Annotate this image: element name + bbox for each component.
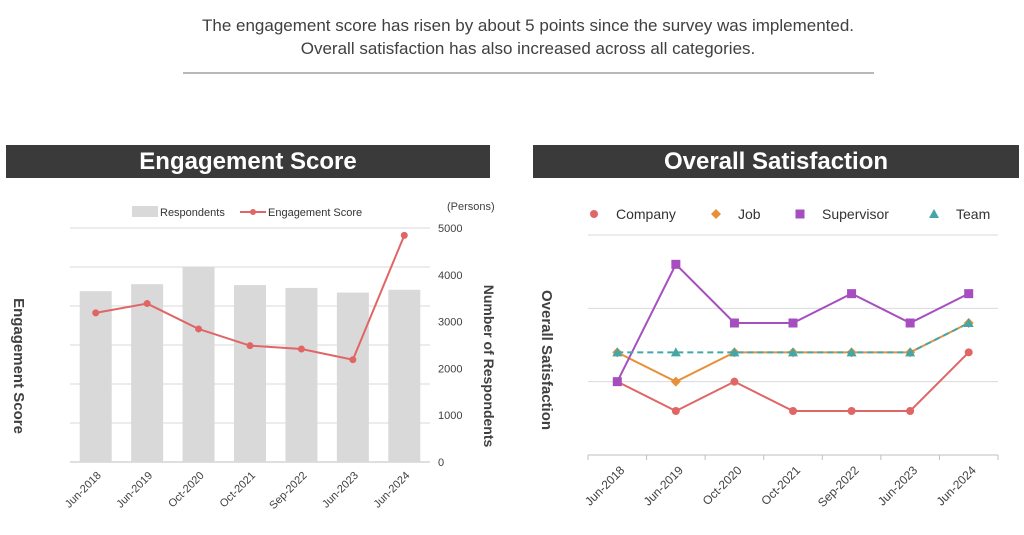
team-point bbox=[963, 318, 974, 327]
respondents-bar bbox=[388, 289, 421, 462]
legend-engagement-marker bbox=[250, 209, 256, 215]
supervisor-point bbox=[788, 318, 798, 328]
x-tick-label: Jun-2023 bbox=[875, 463, 921, 509]
engagement-score-point bbox=[92, 309, 100, 317]
y2-tick-label: 3000 bbox=[438, 317, 462, 329]
x-tick-label: Sep-2022 bbox=[815, 463, 862, 510]
legend-team-marker bbox=[929, 209, 939, 218]
x-tick-label: Jun-2018 bbox=[582, 463, 628, 509]
y-axis-label: Engagement Score bbox=[10, 298, 27, 434]
headline-divider bbox=[183, 72, 874, 74]
engagement-score-point bbox=[400, 231, 408, 239]
company-point bbox=[789, 407, 797, 415]
team-point bbox=[905, 347, 916, 357]
legend-job-label: Job bbox=[738, 206, 761, 222]
supervisor-point bbox=[671, 259, 681, 269]
x-tick-label: Jun-2024 bbox=[934, 463, 980, 509]
x-tick-label: Jun-2019 bbox=[641, 463, 687, 509]
engagement-score-point bbox=[297, 345, 305, 353]
company-point bbox=[906, 407, 915, 415]
satisfaction-chart-title: Overall Satisfaction bbox=[533, 145, 1019, 178]
engagement-score-point bbox=[246, 342, 254, 350]
supervisor-point bbox=[964, 289, 974, 299]
x-tick-label: Oct-2020 bbox=[700, 463, 745, 508]
engagement-score-point bbox=[195, 325, 203, 333]
legend-company-marker bbox=[590, 210, 598, 218]
team-point bbox=[670, 347, 681, 357]
engagement-score-point bbox=[143, 300, 151, 308]
team-point bbox=[788, 347, 798, 357]
legend-respondents-swatch bbox=[132, 206, 158, 217]
supervisor-point bbox=[729, 318, 739, 328]
y-axis-label: Overall Satisfaction bbox=[538, 290, 555, 430]
team-point bbox=[846, 347, 857, 357]
supervisor-point bbox=[847, 289, 857, 299]
legend-job-marker bbox=[711, 209, 721, 219]
headline-line-2: Overall satisfaction has also increased … bbox=[300, 39, 756, 58]
company-point bbox=[964, 348, 973, 357]
engagement-score-point bbox=[349, 356, 357, 364]
supervisor-point bbox=[905, 318, 915, 328]
y2-tick-label: 0 bbox=[438, 457, 444, 469]
legend-engagement-label: Engagement Score bbox=[268, 207, 362, 219]
team-point bbox=[729, 347, 740, 357]
respondents-bar bbox=[336, 292, 369, 462]
y2-unit-label: (Persons) bbox=[447, 201, 495, 213]
job-point bbox=[670, 376, 681, 387]
legend-supervisor-marker bbox=[795, 209, 805, 219]
team-point bbox=[612, 347, 623, 357]
headline-line-1: The engagement score has risen by about … bbox=[201, 16, 855, 35]
legend-supervisor-label: Supervisor bbox=[822, 206, 889, 222]
respondents-bar bbox=[182, 266, 215, 462]
legend-team-label: Team bbox=[956, 206, 990, 222]
x-tick-label: Oct-2021 bbox=[758, 463, 803, 508]
y2-tick-label: 2000 bbox=[438, 363, 462, 375]
company-point bbox=[730, 377, 739, 386]
company-point bbox=[847, 407, 856, 415]
headline: The engagement score has risen by about … bbox=[0, 14, 1024, 60]
y2-tick-label: 5000 bbox=[438, 223, 462, 235]
legend-respondents-label: Respondents bbox=[160, 207, 225, 219]
respondents-bar bbox=[79, 291, 112, 462]
respondents-bar bbox=[131, 284, 164, 462]
company-point bbox=[671, 407, 680, 415]
respondents-bar bbox=[234, 285, 266, 462]
supervisor-point bbox=[612, 377, 622, 387]
y2-tick-label: 1000 bbox=[438, 410, 462, 422]
legend-company-label: Company bbox=[616, 206, 676, 222]
engagement-chart-title: Engagement Score bbox=[6, 145, 490, 178]
y2-axis-label: Number of Respondents bbox=[481, 285, 497, 448]
y2-tick-label: 4000 bbox=[438, 270, 462, 282]
respondents-bar bbox=[285, 287, 318, 462]
